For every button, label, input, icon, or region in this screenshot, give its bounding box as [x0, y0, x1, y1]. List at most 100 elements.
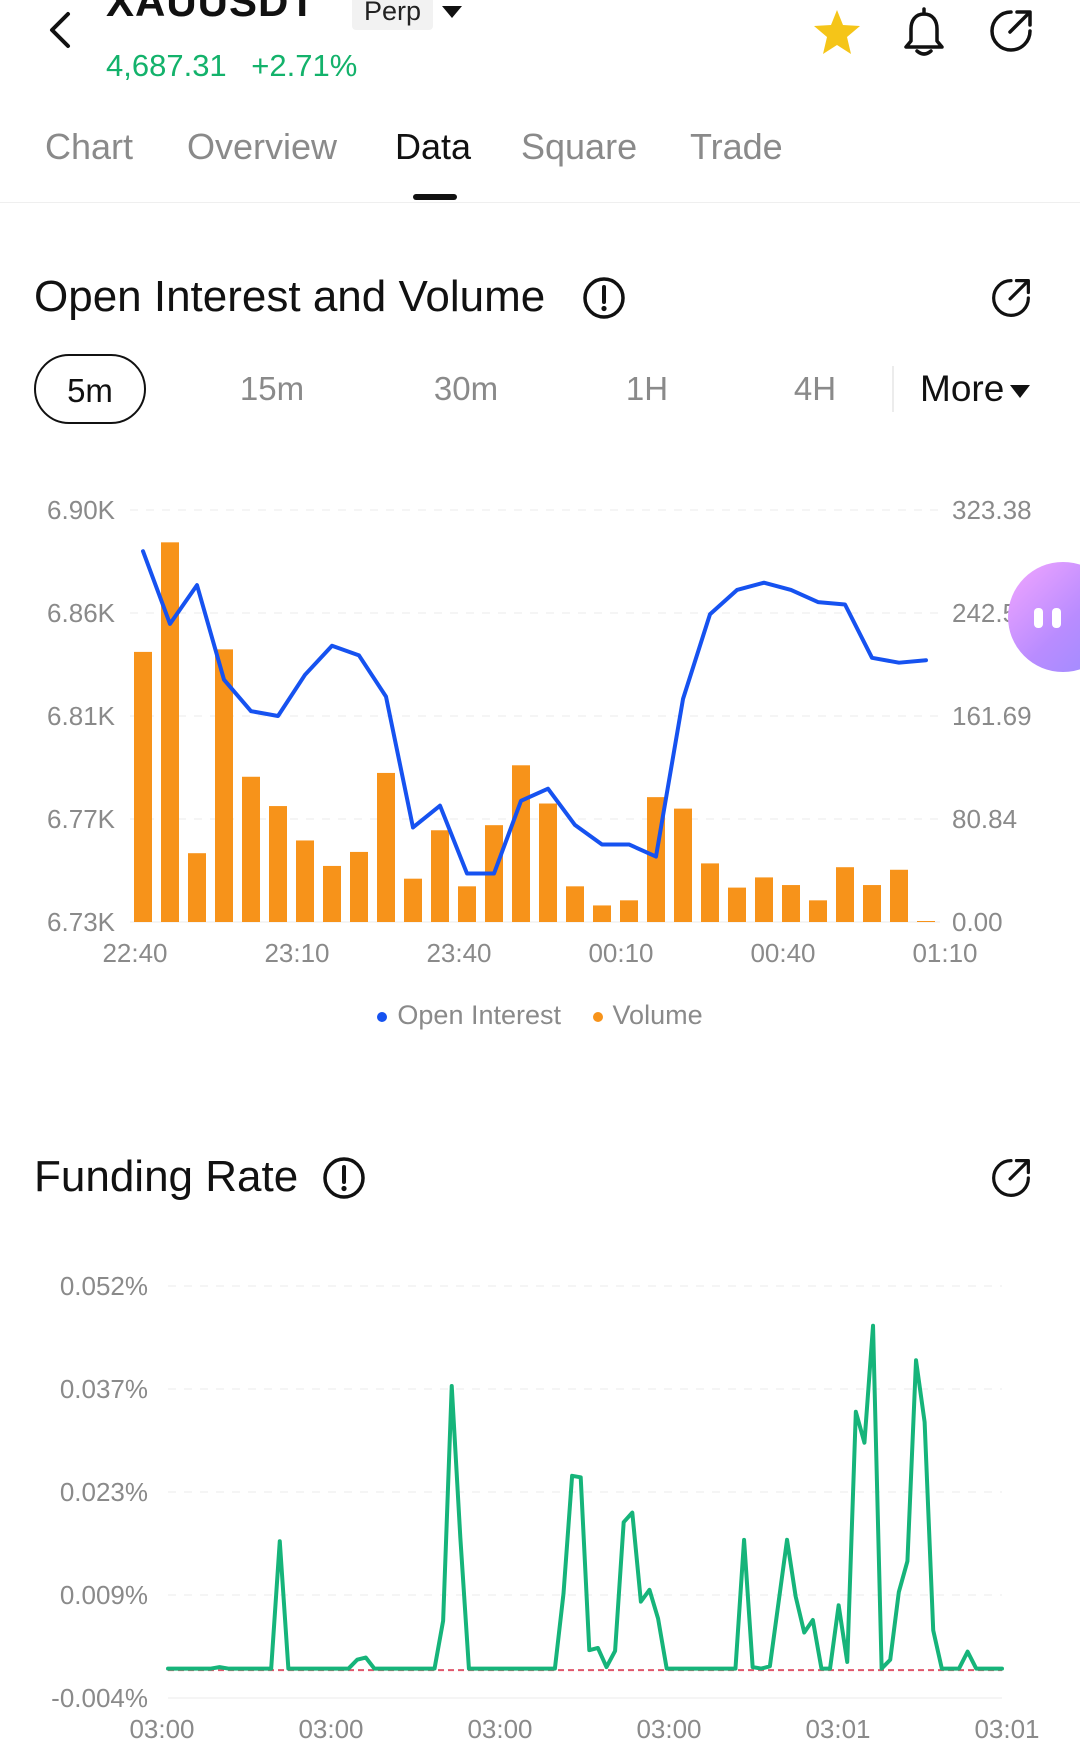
funding-rate-line — [166, 1323, 1004, 1671]
x-tick-label: 03:00 — [298, 1714, 363, 1744]
more-intervals-dropdown[interactable]: More — [920, 354, 1032, 424]
tab-trade[interactable]: Trade — [690, 126, 783, 167]
legend-open-interest[interactable]: Open Interest — [377, 1000, 561, 1031]
volume-bar — [809, 900, 827, 922]
x-tick-label: 03:01 — [974, 1714, 1039, 1744]
x-tick-label: 03:00 — [636, 1714, 701, 1744]
tab-chart[interactable]: Chart — [45, 126, 134, 167]
volume-bar — [242, 776, 260, 922]
star-icon[interactable] — [812, 8, 862, 56]
y-tick-label: 0.037% — [60, 1374, 148, 1404]
oi-volume-chart: 6.90K 323.386.86K 242.546.81K 161.696.77K 80… — [47, 495, 1032, 968]
legend-dot-volume — [592, 1011, 603, 1022]
x-tick-label: 23:10 — [264, 938, 329, 968]
x-tick-label: 22:40 — [102, 938, 167, 968]
y-left-tick-label: 6.90K — [47, 495, 116, 525]
active-tab-indicator — [413, 194, 457, 200]
volume-bar — [458, 886, 476, 922]
x-tick-label: 01:10 — [912, 938, 977, 968]
pause-bar-icon — [1052, 608, 1061, 628]
volume-bar — [701, 863, 719, 922]
legend-volume[interactable]: Volume — [592, 1000, 703, 1031]
volume-bar — [512, 765, 530, 922]
x-tick-label: 03:00 — [467, 1714, 532, 1744]
funding-section-title: Funding Rate — [34, 1152, 299, 1201]
volume-bar — [620, 900, 638, 922]
interval-15m[interactable]: 15m — [239, 370, 305, 407]
caret-down-icon — [1010, 385, 1031, 399]
x-tick-label: 03:01 — [805, 1714, 870, 1744]
volume-bar — [431, 830, 449, 922]
interval-divider — [892, 366, 894, 412]
volume-bar — [296, 840, 314, 922]
y-right-tick-label: 161.69 — [952, 701, 1032, 731]
interval-4h[interactable]: 4H — [793, 370, 837, 407]
price-change: +2.71% — [251, 48, 358, 83]
y-left-tick-label: 6.81K — [47, 701, 116, 731]
y-left-tick-label: 6.77K — [47, 804, 116, 834]
tab-square[interactable]: Square — [521, 126, 638, 167]
last-price: 4,687.31 — [106, 48, 227, 83]
volume-bar — [890, 869, 908, 922]
x-tick-label: 23:40 — [426, 938, 491, 968]
y-right-tick-label: 323.38 — [952, 495, 1032, 525]
header: XAUUSDT Perp 4,687.31 +2.71% — [0, 0, 1080, 110]
chevron-down-icon[interactable] — [438, 0, 466, 28]
y-tick-label: 0.052% — [60, 1271, 148, 1301]
symbol-title[interactable]: XAUUSDT — [106, 0, 317, 25]
x-tick-label: 03:00 — [129, 1714, 194, 1744]
funding-share-icon[interactable] — [990, 1157, 1032, 1199]
y-tick-label: 0.009% — [60, 1580, 148, 1610]
funding-info-icon[interactable] — [322, 1156, 366, 1200]
share-icon[interactable] — [988, 8, 1034, 54]
interval-1h[interactable]: 1H — [625, 370, 669, 407]
open-interest-line — [141, 549, 928, 876]
volume-bar — [404, 878, 422, 922]
tab-overview[interactable]: Overview — [187, 126, 338, 167]
y-right-tick-label: 80.84 — [952, 804, 1017, 834]
back-icon[interactable] — [42, 10, 82, 50]
y-right-tick-label: 0.00 — [952, 907, 1003, 937]
volume-bar — [917, 921, 935, 922]
volume-bar — [782, 885, 800, 922]
price-row: 4,687.31 +2.71% — [106, 48, 357, 84]
volume-bar — [323, 865, 341, 922]
y-left-tick-label: 6.73K — [47, 907, 116, 937]
x-tick-label: 00:10 — [588, 938, 653, 968]
interval-selector: 5m 15m 30m 1H 4H More — [0, 354, 1080, 426]
funding-rate-chart: 0.052%0.037%0.023%0.009%-0.004%03:00 03:0… — [51, 1271, 1039, 1744]
oi-section-title: Open Interest and Volume — [34, 272, 546, 321]
volume-bar — [593, 905, 611, 922]
oi-legend: Open Interest Volume — [0, 1000, 1080, 1031]
volume-bar — [728, 887, 746, 922]
more-label: More — [920, 368, 1005, 409]
volume-bar — [566, 886, 584, 922]
legend-label-open-interest: Open Interest — [397, 1000, 562, 1030]
oi-info-icon[interactable] — [582, 276, 626, 320]
y-tick-label: 0.023% — [60, 1477, 148, 1507]
volume-bar — [161, 542, 179, 922]
volume-bar — [215, 649, 233, 922]
interval-5m[interactable]: 5m — [34, 354, 146, 424]
volume-bar — [863, 885, 881, 922]
volume-bar — [134, 651, 152, 922]
volume-bar — [188, 853, 206, 922]
volume-bar — [755, 877, 773, 922]
oi-share-icon[interactable] — [990, 277, 1032, 319]
volume-bar — [377, 772, 395, 922]
legend-label-volume: Volume — [612, 1000, 703, 1030]
tab-data[interactable]: Data — [395, 126, 472, 167]
volume-bar — [539, 803, 557, 922]
y-tick-label: -0.004% — [51, 1683, 148, 1713]
legend-dot-open-interest — [377, 1011, 388, 1022]
x-tick-label: 00:40 — [750, 938, 815, 968]
interval-30m[interactable]: 30m — [433, 370, 499, 407]
contract-type-badge: Perp — [352, 0, 434, 30]
tab-bar: Chart Overview Data Square Trade — [0, 118, 1080, 203]
volume-bar — [836, 867, 854, 922]
bell-icon[interactable] — [900, 6, 948, 58]
volume-bar — [350, 851, 368, 922]
y-left-tick-label: 6.86K — [47, 598, 116, 628]
pause-bar-icon — [1034, 608, 1043, 628]
volume-bar — [269, 806, 287, 922]
